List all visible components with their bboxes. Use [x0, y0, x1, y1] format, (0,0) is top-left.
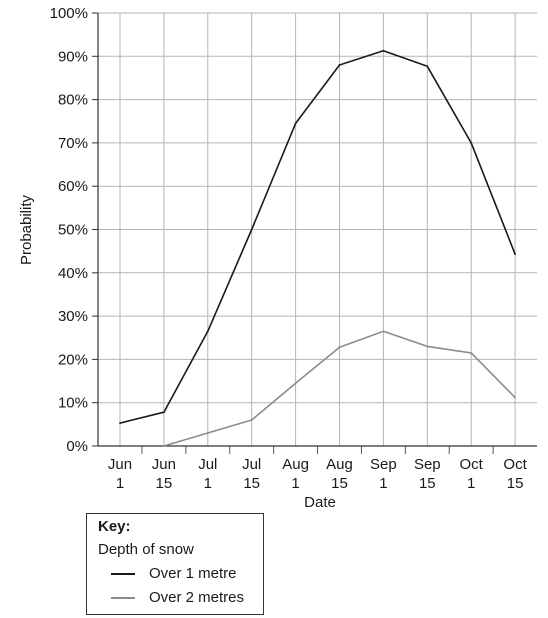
snow-depth-chart: 0%10%20%30%40%50%60%70%80%90%100% Jun 1Ju… [18, 5, 537, 511]
legend-swatch-over-1-metre [111, 572, 135, 575]
data-point-over-1-metre [250, 228, 253, 231]
x-tick-label: Aug 1 [282, 456, 309, 492]
y-tick-label: 100% [50, 5, 88, 22]
y-tick-label: 90% [58, 48, 88, 65]
data-point-over-1-metre [163, 411, 165, 414]
legend-key: Key: Depth of snow Over 1 metre Over 2 m… [86, 513, 264, 615]
y-tick-label: 10% [58, 395, 88, 412]
data-point-over-1-metre [470, 142, 473, 144]
x-tick-label: Jul 1 [198, 456, 217, 492]
y-axis-ticks: 0% 10% 20% 30% 40% 50% 60% 70% 80% 90% 100% [50, 5, 98, 455]
y-tick-label: 40% [58, 265, 88, 282]
data-point-over-1-metre [338, 64, 341, 66]
data-point-over-2-metres [294, 382, 297, 385]
data-point-over-2-metres [206, 432, 209, 434]
legend-swatch-over-2-metres [111, 596, 135, 599]
legend-label-over-2-metres: Over 2 metres [149, 589, 245, 606]
x-tick-label: Sep 15 [414, 456, 441, 492]
data-point-over-2-metres [163, 445, 165, 447]
legend-entry-over-2-metres: Over 2 metres [111, 589, 244, 606]
data-point-over-2-metres [514, 396, 516, 399]
key-title: Key: [98, 518, 131, 535]
y-tick-label: 60% [58, 178, 88, 195]
series-lines [119, 49, 516, 447]
data-point-over-1-metre [426, 65, 429, 68]
x-tick-label: Aug 15 [326, 456, 353, 492]
legend-entry-over-1-metre: Over 1 metre [111, 565, 237, 582]
data-point-over-1-metre [514, 253, 516, 256]
y-tick-label: 80% [58, 92, 88, 109]
data-point-over-1-metre [119, 422, 121, 424]
y-tick-label: 0% [66, 438, 88, 455]
x-tick-label: Jun 15 [152, 456, 176, 492]
y-tick-label: 20% [58, 351, 88, 368]
data-point-over-2-metres [470, 352, 473, 354]
data-point-over-2-metres [382, 330, 385, 333]
key-subtitle: Depth of snow [98, 541, 194, 558]
data-point-over-1-metre [294, 122, 297, 125]
data-point-over-1-metre [382, 49, 385, 52]
grid [97, 12, 537, 454]
data-point-over-2-metres [426, 345, 429, 348]
x-axis-title: Date [304, 494, 336, 511]
x-axis-ticks: Jun 1 Jun 15 Jul 1 Jul 15 Aug 1 Aug 15 Sep 1 Sep 15 Oct 1… [108, 456, 528, 492]
data-point-over-2-metres [250, 419, 253, 421]
legend-label-over-1-metre: Over 1 metre [149, 565, 237, 582]
data-point-over-1-metre [206, 330, 209, 333]
x-tick-label: Jul 15 [242, 456, 261, 492]
y-tick-label: 30% [58, 308, 88, 325]
y-axis-title: Probability [18, 194, 35, 265]
x-tick-label: Sep 1 [370, 456, 397, 492]
data-point-over-2-metres [338, 346, 341, 349]
x-tick-label: Jun 1 [108, 456, 132, 492]
series-line-over-1-metre [119, 49, 516, 424]
y-tick-label: 50% [58, 222, 88, 239]
y-tick-label: 70% [58, 135, 88, 152]
x-tick-label: Oct 15 [503, 456, 527, 492]
x-tick-label: Oct 1 [460, 456, 484, 492]
